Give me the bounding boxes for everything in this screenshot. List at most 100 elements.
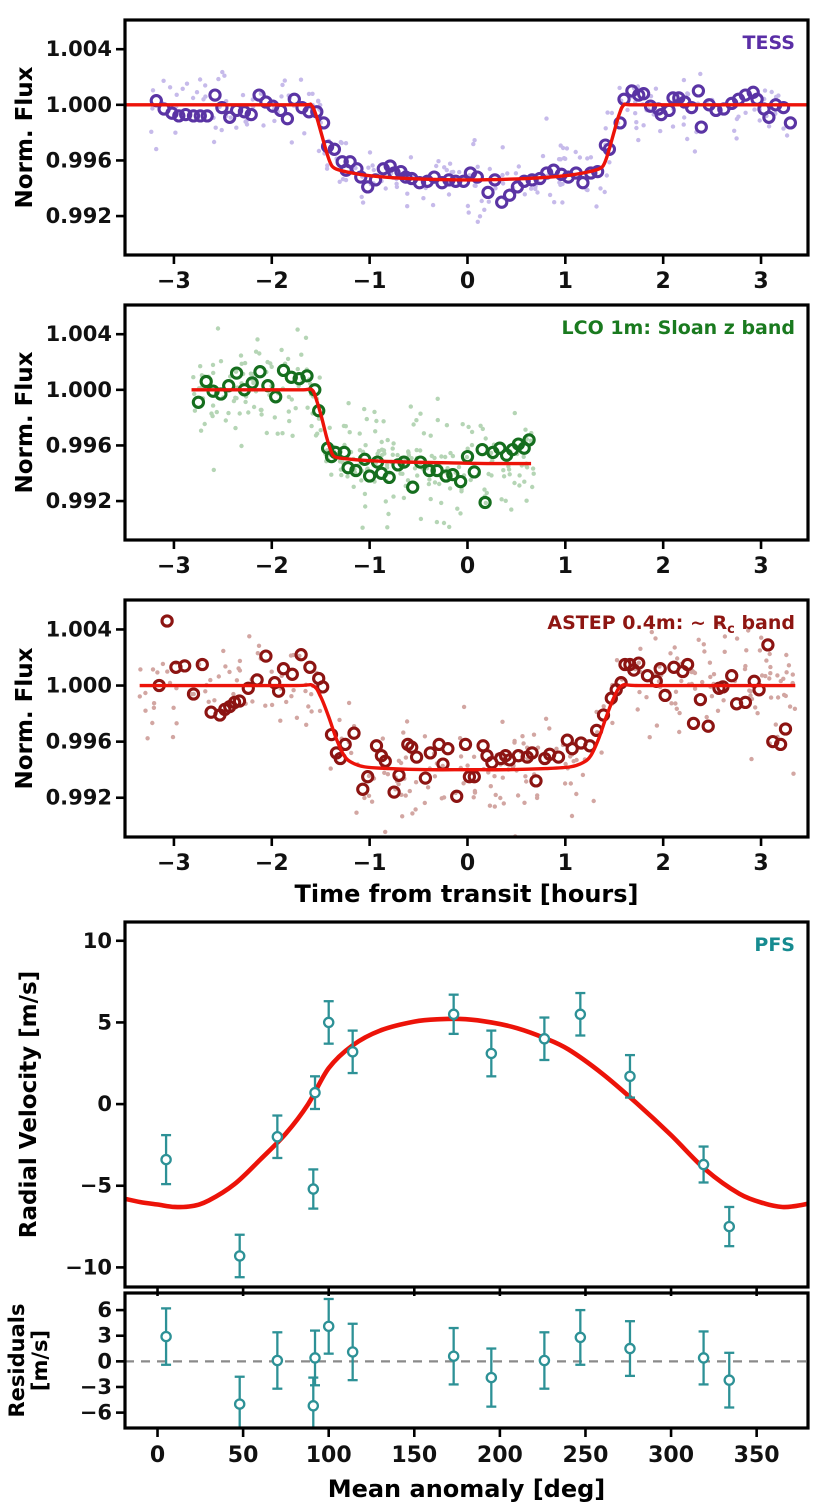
- errorbar-point: [485, 1029, 498, 1078]
- panel-tess: −3 −2 −1 0 1 2 3 0.992 0.996 1.000 1.004 TESS Norm. …: [12, 18, 810, 294]
- binned-point: [361, 770, 375, 784]
- y-tick-label: 10: [83, 929, 112, 953]
- astep-y-axis-label: Norm. Flux: [12, 647, 38, 789]
- y-tick-label: 5: [97, 1010, 112, 1034]
- y-tick-label: 0.992: [46, 204, 112, 228]
- lco-binned-points: [191, 363, 536, 510]
- binned-point: [423, 746, 437, 760]
- astep-instrument-label: ASTEP 0.4m: ~ Rc​ band: [547, 612, 795, 637]
- binned-point: [241, 681, 255, 695]
- errorbar-point: [538, 1016, 551, 1062]
- errorbar-point: [307, 1376, 320, 1428]
- lco-model-curve: [191, 387, 532, 466]
- x-tick-label: 1: [558, 269, 573, 294]
- binned-point: [458, 737, 473, 752]
- astep-binned-points: [152, 614, 793, 803]
- x-tick-label: −3: [157, 269, 191, 294]
- binned-point: [179, 107, 193, 122]
- binned-point: [684, 100, 699, 115]
- binned-point: [773, 737, 788, 752]
- x-tick-label: −1: [353, 554, 387, 579]
- tess-instrument-label: TESS: [743, 32, 795, 54]
- binned-point: [200, 109, 214, 123]
- binned-point: [347, 726, 361, 740]
- y-tick-label: 1.004: [46, 322, 112, 346]
- binned-point: [453, 474, 468, 489]
- y-tick-label: 1.004: [46, 37, 112, 61]
- x-tick-label: 1: [558, 851, 573, 876]
- x-tick-label: 0: [460, 851, 475, 876]
- binned-point: [195, 657, 209, 672]
- errorbar-point: [322, 1297, 335, 1355]
- y-tick-label: 1.000: [46, 93, 112, 117]
- tess-model-curve: [125, 102, 808, 182]
- binned-point: [269, 390, 283, 404]
- errorbar-point: [309, 1329, 321, 1387]
- binned-point: [761, 638, 775, 652]
- y-tick-label: 0.996: [46, 148, 112, 172]
- errorbar-point: [271, 1331, 284, 1390]
- x-tick-label: 250: [562, 1443, 608, 1468]
- y-tick-label: 6: [97, 1298, 112, 1322]
- binned-point: [694, 120, 708, 134]
- binned-point: [446, 467, 460, 482]
- y-tick-label: 0.992: [46, 786, 112, 810]
- binned-point: [418, 771, 433, 785]
- rv-frame: [123, 920, 810, 1289]
- errorbar-point: [271, 1114, 284, 1160]
- binned-point: [300, 369, 314, 383]
- errorbar-point: [160, 1307, 172, 1366]
- binned-point: [361, 180, 375, 194]
- binned-point: [349, 463, 363, 478]
- binned-point: [259, 649, 273, 663]
- x-tick-label: 0: [460, 269, 475, 294]
- binned-point: [776, 100, 791, 115]
- x-tick-label: −2: [255, 269, 289, 294]
- binned-point: [738, 695, 753, 710]
- binned-point: [462, 770, 477, 784]
- y-tick-label: −6: [80, 1401, 112, 1425]
- x-tick-label: 2: [656, 851, 671, 876]
- binned-point: [280, 112, 295, 126]
- binned-point: [636, 87, 651, 101]
- x-tick-label: 2: [656, 554, 671, 579]
- x-tick-label: 2: [656, 269, 671, 294]
- y-tick-label: 1.000: [46, 378, 112, 402]
- errorbar-point: [723, 1205, 736, 1248]
- y-tick-label: 1.000: [46, 674, 112, 698]
- tess-frame: [123, 18, 810, 257]
- rv-data-points: [160, 991, 736, 1279]
- binned-point: [481, 185, 495, 200]
- binned-point: [172, 109, 186, 123]
- binned-point: [191, 395, 206, 409]
- rv-y-axis-label: Radial Velocity [m/s]: [16, 971, 42, 1238]
- panel-astep: −3 −2 −1 0 1 2 3 0.992 0.996 1.000 1.004 ASTEP 0.4m…: [12, 598, 810, 908]
- errorbar-point: [538, 1331, 551, 1390]
- binned-point: [632, 656, 646, 670]
- astep-plot-area: [137, 614, 798, 837]
- binned-point: [244, 107, 258, 122]
- binned-point: [276, 363, 291, 378]
- tess-y-axis-label: Norm. Flux: [12, 66, 38, 208]
- binned-point: [245, 376, 259, 390]
- errorbar-point: [346, 1029, 359, 1075]
- binned-point: [362, 469, 377, 483]
- resid-data-points: [160, 1297, 736, 1428]
- binned-point: [551, 750, 566, 764]
- binned-point: [762, 110, 776, 124]
- rv-instrument-label: PFS: [754, 934, 795, 956]
- resid-x-axis-label: Mean anomaly [deg]: [328, 1475, 606, 1503]
- binned-point: [276, 662, 291, 676]
- binned-point: [686, 716, 701, 731]
- binned-point: [178, 659, 192, 673]
- astep-model-curve: [139, 683, 796, 772]
- y-tick-label: −5: [80, 1174, 112, 1198]
- binned-point: [193, 109, 207, 123]
- errorbar-point: [322, 1000, 335, 1045]
- errorbar-point: [447, 993, 460, 1036]
- x-tick-label: 200: [477, 1443, 523, 1468]
- x-tick-label: −2: [255, 554, 289, 579]
- binned-point: [343, 155, 357, 169]
- binned-point: [493, 441, 507, 455]
